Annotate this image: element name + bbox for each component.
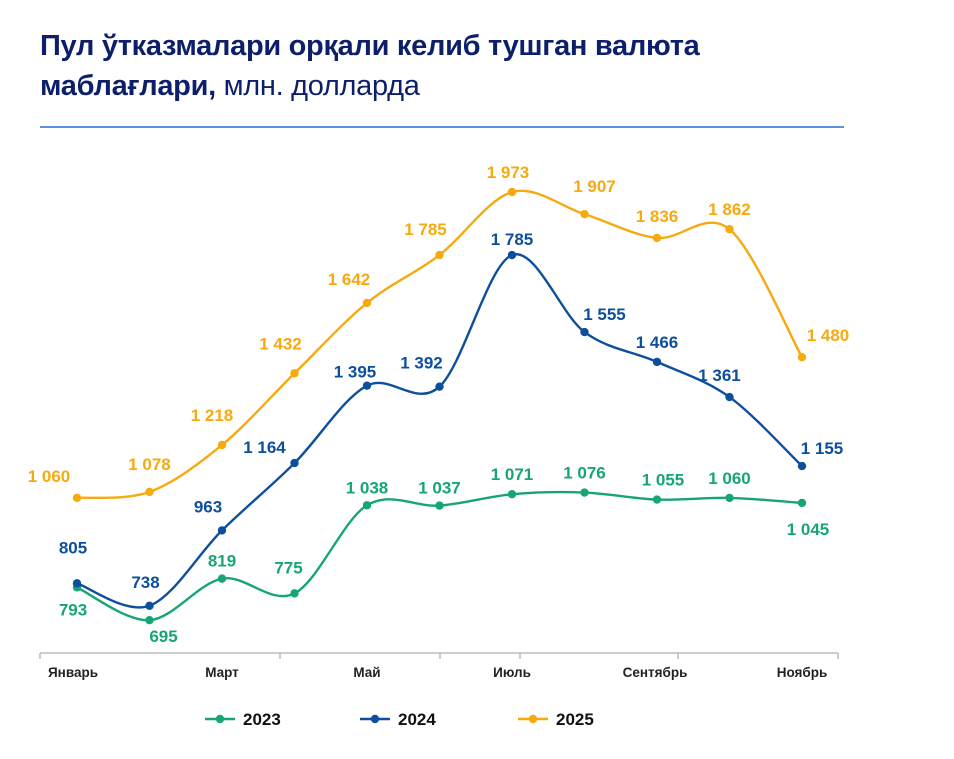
data-label-2024: 1 395 [334,363,377,382]
data-point-2024 [652,357,662,367]
data-point-2025 [435,250,444,260]
data-label-2023: 819 [208,552,236,571]
x-tick-label: Май [353,665,380,680]
data-point-2023 [290,589,299,598]
data-label-2023: 775 [274,558,302,577]
data-point-2023 [652,495,662,504]
data-label-2024: 1 466 [636,333,679,352]
x-tick-label: Ноябрь [777,665,828,680]
data-label-2024: 1 785 [491,230,534,249]
data-point-2025 [362,298,372,308]
chart-title: Пул ўтказмалари орқали келиб тушган валю… [40,26,860,106]
data-point-2024 [217,526,227,535]
data-point-2023 [580,488,589,497]
data-point-2024 [435,382,444,391]
data-point-2023 [507,490,517,499]
data-point-2025 [580,209,589,219]
x-tick-label: Сентябрь [623,665,688,680]
data-point-2023 [725,493,734,503]
data-point-2024 [725,392,734,402]
data-point-2025 [797,353,807,362]
data-label-2025: 1 973 [487,163,530,182]
title-unit: млн. долларда [215,70,420,102]
data-label-2025: 1 836 [636,207,679,226]
legend-item-2024[interactable]: 2024 [360,710,436,729]
data-label-2025: 1 785 [404,220,447,239]
data-point-2023 [797,498,807,508]
x-tick-label: Июль [493,665,531,680]
data-labels: 793 695 819 775 1 038 1 037 1 071 1 076 1 055 1 0… [28,163,850,646]
x-axis: Январь Март Май Июль Сентябрь Ноябрь [39,652,839,680]
legend-marker-icon [370,714,380,724]
data-point-2024 [72,579,82,588]
data-point-2024 [580,327,589,337]
legend-item-2025[interactable]: 2025 [518,710,594,729]
data-label-2025: 1 480 [807,326,850,345]
data-point-2023 [435,501,444,510]
title-bold: Пул ўтказмалари орқали келиб тушган валю… [40,30,700,102]
data-label-2024: 738 [131,573,159,592]
x-tick-label: Январь [48,665,98,680]
legend-item-2023[interactable]: 2023 [205,710,281,729]
data-label-2025: 1 432 [259,334,302,353]
data-label-2024: 1 555 [583,305,626,324]
data-label-2025: 1 060 [28,467,71,486]
data-label-2023: 1 060 [708,469,751,488]
series-line-2023 [76,490,803,622]
data-label-2024: 1 361 [698,366,741,385]
data-label-2023: 793 [59,600,87,619]
data-label-2023: 1 071 [491,465,534,484]
legend-label: 2025 [556,710,594,729]
data-point-2024 [145,601,154,610]
title-divider [40,126,844,128]
data-label-2023: 695 [149,627,177,646]
legend-label: 2024 [398,710,436,729]
data-point-2025 [217,440,227,450]
data-label-2023: 1 055 [642,471,685,490]
data-point-2025 [507,187,517,197]
legend: 2023 2024 2025 [205,710,594,729]
data-point-2024 [797,461,807,471]
data-point-2025 [290,369,299,378]
legend-label: 2023 [243,710,281,729]
series-line-2024 [76,253,803,609]
series-lines [72,187,807,625]
data-point-2024 [507,250,517,260]
data-point-2023 [145,615,154,625]
data-label-2023: 1 076 [563,464,606,483]
data-point-2025 [725,225,734,234]
data-point-2025 [652,233,662,243]
data-label-2024: 963 [194,497,222,516]
data-point-2023 [217,574,227,583]
data-label-2024: 1 392 [400,354,443,373]
data-label-2024: 1 155 [801,439,844,458]
data-point-2024 [290,458,299,468]
data-label-2025: 1 907 [573,177,616,196]
data-label-2025: 1 642 [328,270,371,289]
data-label-2024: 1 164 [243,438,286,457]
data-label-2023: 1 037 [418,479,461,498]
x-tick-label: Март [205,665,239,680]
data-point-2025 [145,487,154,497]
data-label-2023: 1 045 [787,520,830,539]
data-point-2024 [362,381,372,390]
legend-marker-icon [215,714,225,724]
data-label-2025: 1 862 [708,200,751,219]
data-point-2023 [362,501,372,510]
data-label-2023: 1 038 [346,478,389,497]
data-point-2025 [72,493,82,503]
data-label-2025: 1 078 [128,455,171,474]
legend-marker-icon [528,714,538,724]
data-label-2025: 1 218 [191,406,234,425]
data-label-2024: 805 [59,538,87,557]
